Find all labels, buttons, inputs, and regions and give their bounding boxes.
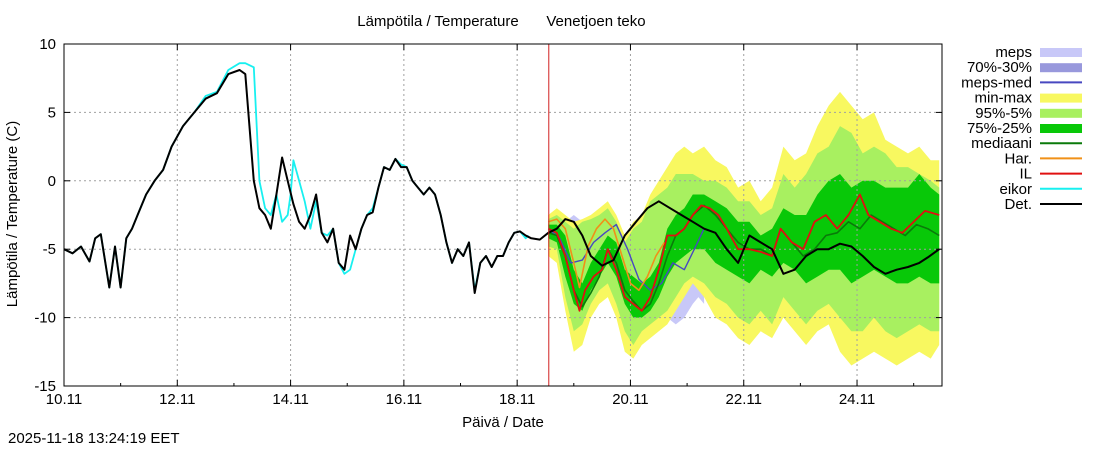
x-tick-label: 20.11 <box>612 391 648 408</box>
series-meps_med <box>547 223 705 291</box>
y-tick-label: -10 <box>34 310 56 327</box>
legend-label-il: IL <box>1019 166 1032 183</box>
legend: meps70%-30%meps-medmin-max95%-5%75%-25%m… <box>961 44 1082 213</box>
legend-label-har: Har. <box>1004 150 1032 167</box>
y-tick-label: 5 <box>48 104 56 121</box>
x-tick-label: 16.11 <box>386 391 422 408</box>
y-tick-label: 10 <box>39 36 56 53</box>
series-eikor <box>63 62 530 292</box>
legend-label-meps: meps <box>995 44 1032 61</box>
timestamp: 2025-11-18 13:24:19 EET <box>8 430 180 447</box>
legend-label-eikor: eikor <box>999 181 1032 198</box>
x-tick-label: 10.11 <box>46 391 82 408</box>
legend-label-mediaani: mediaani <box>971 135 1032 152</box>
series-det <box>63 69 940 294</box>
legend-label-p70_30: 70%-30% <box>967 59 1032 76</box>
series-lines <box>63 44 940 386</box>
series-har <box>548 218 666 292</box>
axes: -15 -10 -5 0 5 10 10.11 12.11 14.11 16.11 18.11 20.… <box>34 36 943 408</box>
legend-swatch-p95_5 <box>1040 108 1082 118</box>
legend-label-minmax: min-max <box>974 90 1032 107</box>
x-tick-label: 18.11 <box>499 391 535 408</box>
series-il <box>547 193 940 312</box>
y-axis-label: Lämpötila / Temperature (C) <box>4 121 21 307</box>
legend-swatch-meps <box>1040 48 1082 57</box>
x-tick-label: 24.11 <box>839 391 875 408</box>
y-tick-label: 0 <box>48 173 56 190</box>
x-tick-label: 22.11 <box>726 391 762 408</box>
legend-label-p75_25: 75%-25% <box>967 120 1032 137</box>
grid <box>64 44 942 386</box>
chart-title: Lämpötila / Temperature <box>357 13 518 30</box>
x-tick-label: 12.11 <box>159 391 195 408</box>
legend-label-meps_med: meps-med <box>961 74 1032 91</box>
y-tick-label: -5 <box>43 241 56 258</box>
x-tick-label: 14.11 <box>272 391 308 408</box>
legend-label-det: Det. <box>1004 196 1032 213</box>
y-tick-label: -15 <box>34 378 56 395</box>
legend-swatch-p70_30 <box>1040 63 1082 73</box>
legend-swatch-p75_25 <box>1040 124 1082 133</box>
legend-swatch-minmax <box>1040 93 1082 103</box>
legend-label-p95_5: 95%-5% <box>975 105 1032 122</box>
chart-subtitle: Venetjoen teko <box>546 13 645 30</box>
x-axis-label: Päivä / Date <box>462 414 544 431</box>
plot-frame <box>63 43 943 387</box>
